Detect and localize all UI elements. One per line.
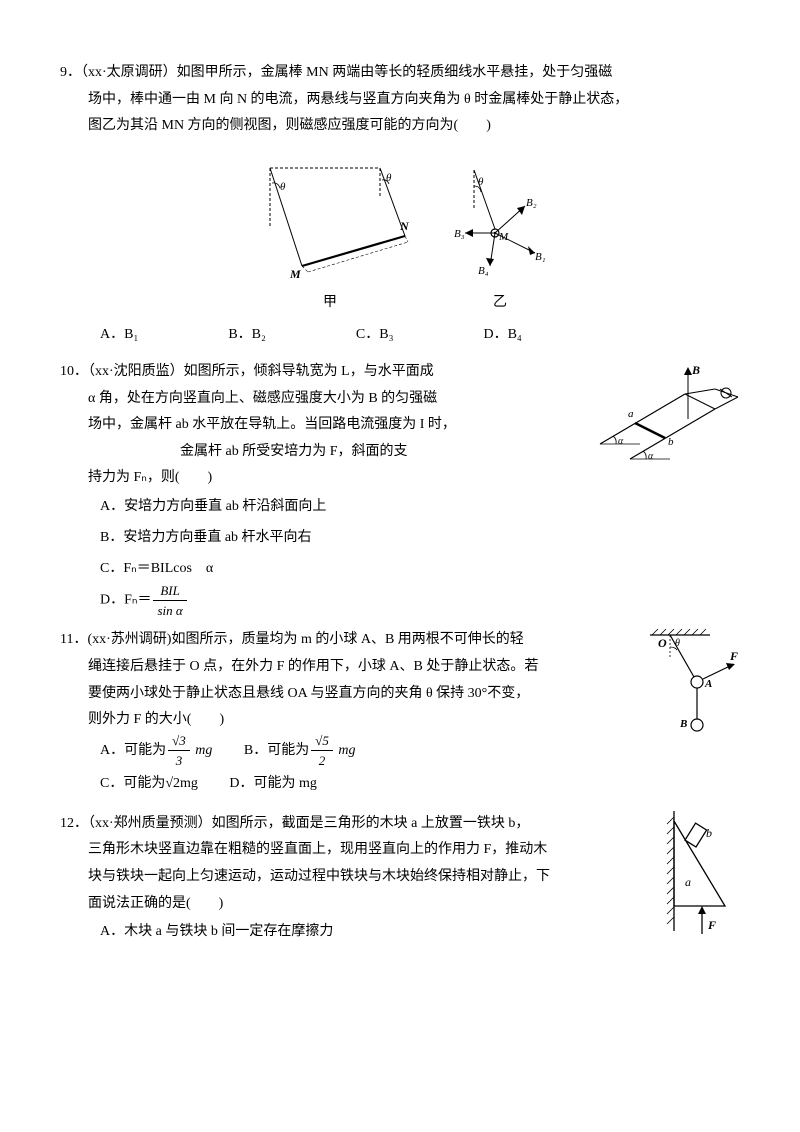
problem-9-options: A．B₁ B．B₂ C．B₃ D．B₄: [100, 322, 740, 349]
p11-opts-row1: A．可能为√33 mg B．可能为√52 mg: [60, 734, 740, 768]
p11-svg: O θ A B F: [650, 627, 740, 757]
p10-frac: BILsin α: [153, 584, 186, 617]
p10-B: B: [691, 363, 700, 377]
p11-B: B: [679, 718, 687, 730]
p11-O: O: [658, 636, 667, 650]
p10-opt-D: D．Fₙ＝BILsin α: [60, 584, 740, 617]
figure-yi-caption: 乙: [450, 290, 550, 317]
p11-line-1: 绳连接后悬挂于 O 点，在外力 F 的作用下，小球 A、B 处于静止状态。若: [60, 659, 538, 674]
figure-yi-svg: θ B₁ B₂ B₃ B₄ M: [450, 158, 550, 288]
yi-B2: B₂: [526, 197, 537, 209]
p9-line-0: （xx·太原调研）如图甲所示，金属棒 MN 两端由等长的轻质细线水平悬挂，处于匀…: [81, 65, 612, 80]
p11-line-0: (xx·苏州调研)如图所示，质量均为 m 的小球 A、B 用两根不可伸长的轻: [87, 632, 523, 647]
p11-opt-D: D．可能为 mg: [229, 767, 317, 801]
p10-line-1: α 角，处在方向竖直向上、磁感应强度大小为 B 的匀强磁: [60, 391, 437, 406]
p11-opt-A: A．可能为√33 mg: [100, 734, 212, 768]
p12-line-3: 面说法正确的是( ): [60, 896, 223, 911]
p12-a: a: [685, 875, 691, 889]
p11-B-den: 2: [311, 751, 333, 767]
p10-alpha-1: α: [618, 436, 624, 447]
p12-F: F: [707, 918, 716, 932]
p12-line-2: 块与铁块一起向上匀速运动，运动过程中铁块与木块始终保持相对静止，下: [60, 869, 550, 884]
p10-number: 10．: [60, 364, 88, 379]
p10-opt-C: C．Fₙ＝BILcos α: [60, 554, 740, 585]
p10-b: b: [668, 436, 674, 448]
problem-9-number: 9．: [60, 65, 81, 80]
p10-opt-A: A．安培力方向垂直 ab 杆沿斜面向上: [60, 492, 740, 523]
jia-theta-1: θ: [280, 181, 286, 193]
p10-line-3: 金属杆 ab 所受安培力为 F，斜面的支: [60, 444, 408, 459]
p11-A: A: [704, 678, 712, 690]
p12-svg: a b F: [660, 811, 740, 941]
problem-12-stem: 12．（xx·郑州质量预测）如图所示，截面是三角形的木块 a 上放置一铁块 b，…: [60, 811, 740, 917]
p9-line-1: 场中，棒中通一由 M 向 N 的电流，两悬线与竖直方向夹角为 θ 时金属棒处于静…: [60, 92, 628, 107]
yi-B4: B₄: [478, 265, 489, 277]
figure-jia-caption: 甲: [250, 290, 410, 317]
jia-theta-2: θ: [386, 172, 392, 184]
p9-opt-C: C．B₃: [356, 322, 394, 349]
yi-theta: θ: [478, 176, 484, 188]
p12-line-1: 三角形木块竖直边靠在粗糙的竖直面上，现用竖直向上的作用力 F，推动木: [60, 842, 547, 857]
p11-number: 11．: [60, 632, 87, 647]
p10-opt-B: B．安培力方向垂直 ab 杆水平向右: [60, 523, 740, 554]
p9-opt-B: B．B₂: [228, 322, 266, 349]
problem-11-figure: O θ A B F: [650, 627, 740, 768]
p9-opt-A: A．B₁: [100, 322, 138, 349]
problem-9-figures: θ θ M N 甲 θ B₁ B₂: [60, 158, 740, 317]
problem-12: a b F 12．（xx·郑州质量预测）如图所示，截面是三角形的木块 a 上放置…: [60, 811, 740, 952]
p11-B-suf: mg: [335, 743, 356, 758]
problem-11-stem: 11．(xx·苏州调研)如图所示，质量均为 m 的小球 A、B 用两根不可伸长的…: [60, 627, 740, 733]
p12-opt-A: A．木块 a 与铁块 b 间一定存在摩擦力: [60, 917, 740, 948]
jia-N: N: [399, 219, 410, 233]
yi-B1: B₁: [535, 251, 546, 263]
p11-B-num: √5: [311, 734, 333, 751]
p10-a: a: [628, 408, 634, 420]
p12-line-0: （xx·郑州质量预测）如图所示，截面是三角形的木块 a 上放置一铁块 b，: [88, 816, 529, 831]
p10-frac-num: BIL: [153, 584, 186, 601]
figure-yi: θ B₁ B₂ B₃ B₄ M 乙: [450, 158, 550, 317]
p12-b: b: [706, 826, 712, 840]
p11-F: F: [729, 649, 738, 663]
p10-line-2: 场中，金属杆 ab 水平放在导轨上。当回路电流强度为 I 时，: [60, 417, 456, 432]
p10-opt-D-pre: D．Fₙ＝: [100, 593, 151, 608]
figure-jia: θ θ M N 甲: [250, 158, 410, 317]
p10-svg: B α α a b: [590, 359, 740, 469]
p11-A-frac: √33: [168, 734, 190, 767]
p11-opt-A-pre: A．可能为: [100, 743, 166, 758]
p10-frac-den: sin α: [153, 601, 186, 617]
yi-M: M: [498, 231, 509, 243]
problem-10: B α α a b 10．（xx·沈阳质监）如图所示，倾斜导轨宽为 L，与水平面…: [60, 359, 740, 617]
problem-10-figure: B α α a b: [590, 359, 740, 480]
p11-A-den: 3: [168, 751, 190, 767]
problem-9: 9．（xx·太原调研）如图甲所示，金属棒 MN 两端由等长的轻质细线水平悬挂，处…: [60, 60, 740, 349]
p9-opt-D: D．B₄: [483, 322, 521, 349]
p10-alpha-2: α: [648, 451, 654, 462]
problem-11: O θ A B F 11．(xx·苏州调研)如图所示，质量均为 m 的小球 A、…: [60, 627, 740, 801]
p11-opts-row2: C．可能为√2mg D．可能为 mg: [60, 767, 740, 801]
p11-A-suf: mg: [192, 743, 213, 758]
figure-jia-svg: θ θ M N: [250, 158, 410, 288]
problem-12-figure: a b F: [660, 811, 740, 952]
jia-M: M: [289, 267, 301, 281]
p11-opt-B-pre: B．可能为: [244, 743, 309, 758]
p11-A-num: √3: [168, 734, 190, 751]
p12-number: 12．: [60, 816, 88, 831]
p11-opt-C: C．可能为√2mg: [100, 767, 198, 801]
p11-B-frac: √52: [311, 734, 333, 767]
p9-line-2: 图乙为其沿 MN 方向的侧视图，则磁感应强度可能的方向为( ): [60, 118, 491, 133]
p11-line-2: 要使两小球处于静止状态且悬线 OA 与竖直方向的夹角 θ 保持 30°不变，: [60, 686, 529, 701]
yi-B3: B₃: [454, 228, 465, 240]
p10-line-0: （xx·沈阳质监）如图所示，倾斜导轨宽为 L，与水平面成: [88, 364, 434, 379]
p11-line-3: 则外力 F 的大小( ): [60, 712, 224, 727]
p11-theta: θ: [675, 638, 680, 649]
p11-opt-B: B．可能为√52 mg: [244, 734, 356, 768]
problem-9-stem: 9．（xx·太原调研）如图甲所示，金属棒 MN 两端由等长的轻质细线水平悬挂，处…: [60, 60, 740, 140]
p10-line-4: 持力为 Fₙ，则( ): [60, 470, 212, 485]
